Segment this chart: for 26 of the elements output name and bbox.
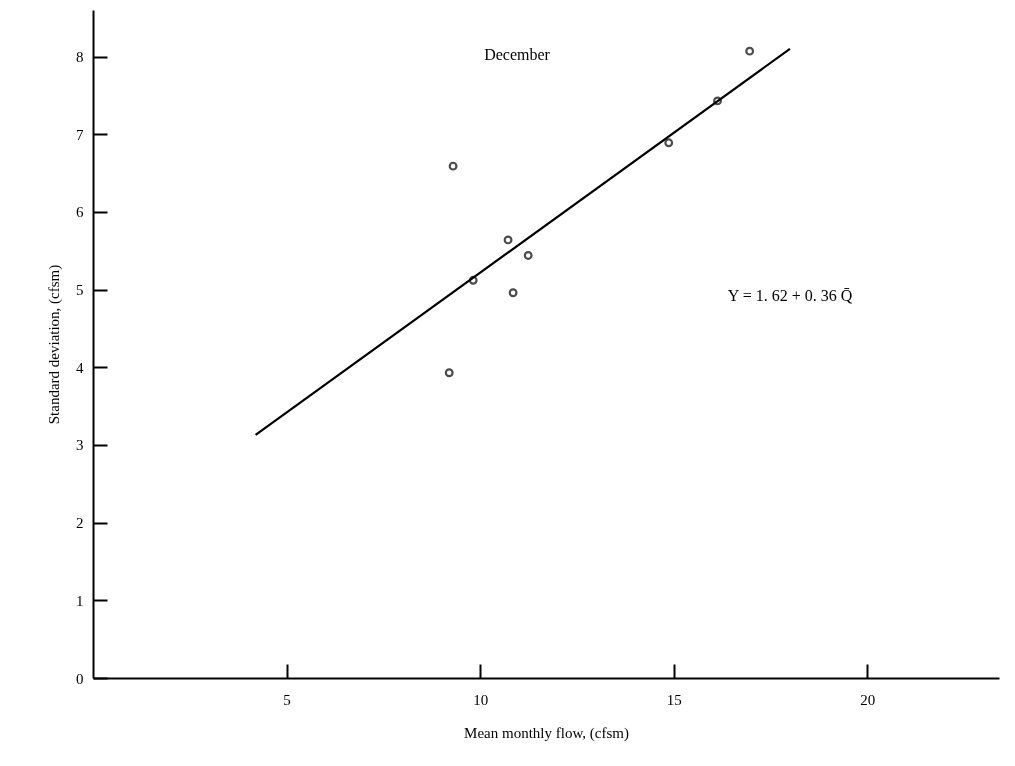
y-tick-label: 3: [76, 437, 84, 454]
annotation: Y = 1. 62 + 0. 36 Q̄: [727, 287, 853, 304]
point: [503, 235, 513, 245]
y-tick-label: 8: [76, 49, 84, 66]
x-tick-label: 10: [473, 691, 489, 708]
point: [745, 46, 755, 56]
point: [468, 275, 478, 285]
point: [713, 96, 722, 106]
x-tick-label: 5: [283, 691, 291, 708]
point: [444, 368, 454, 378]
x-tick-label: 15: [666, 691, 682, 708]
annotation: December: [484, 46, 551, 63]
point: [523, 251, 533, 260]
point: [448, 161, 458, 171]
y-tick-label: 7: [76, 126, 84, 143]
point: [664, 138, 674, 148]
y-tick-label: 1: [76, 592, 84, 609]
y-tick-label: 0: [76, 670, 84, 687]
y-tick-label: 6: [76, 204, 84, 221]
x-axis-title: Mean monthly flow, (cfsm): [464, 724, 629, 742]
y-axis-title: Standard deviation, (cfsm): [46, 264, 63, 425]
y-tick-label: 5: [76, 282, 84, 299]
y-tick-label: 2: [76, 515, 84, 532]
y-tick-label: 4: [76, 359, 84, 376]
x-tick-label: 20: [860, 691, 876, 708]
point: [508, 288, 518, 298]
